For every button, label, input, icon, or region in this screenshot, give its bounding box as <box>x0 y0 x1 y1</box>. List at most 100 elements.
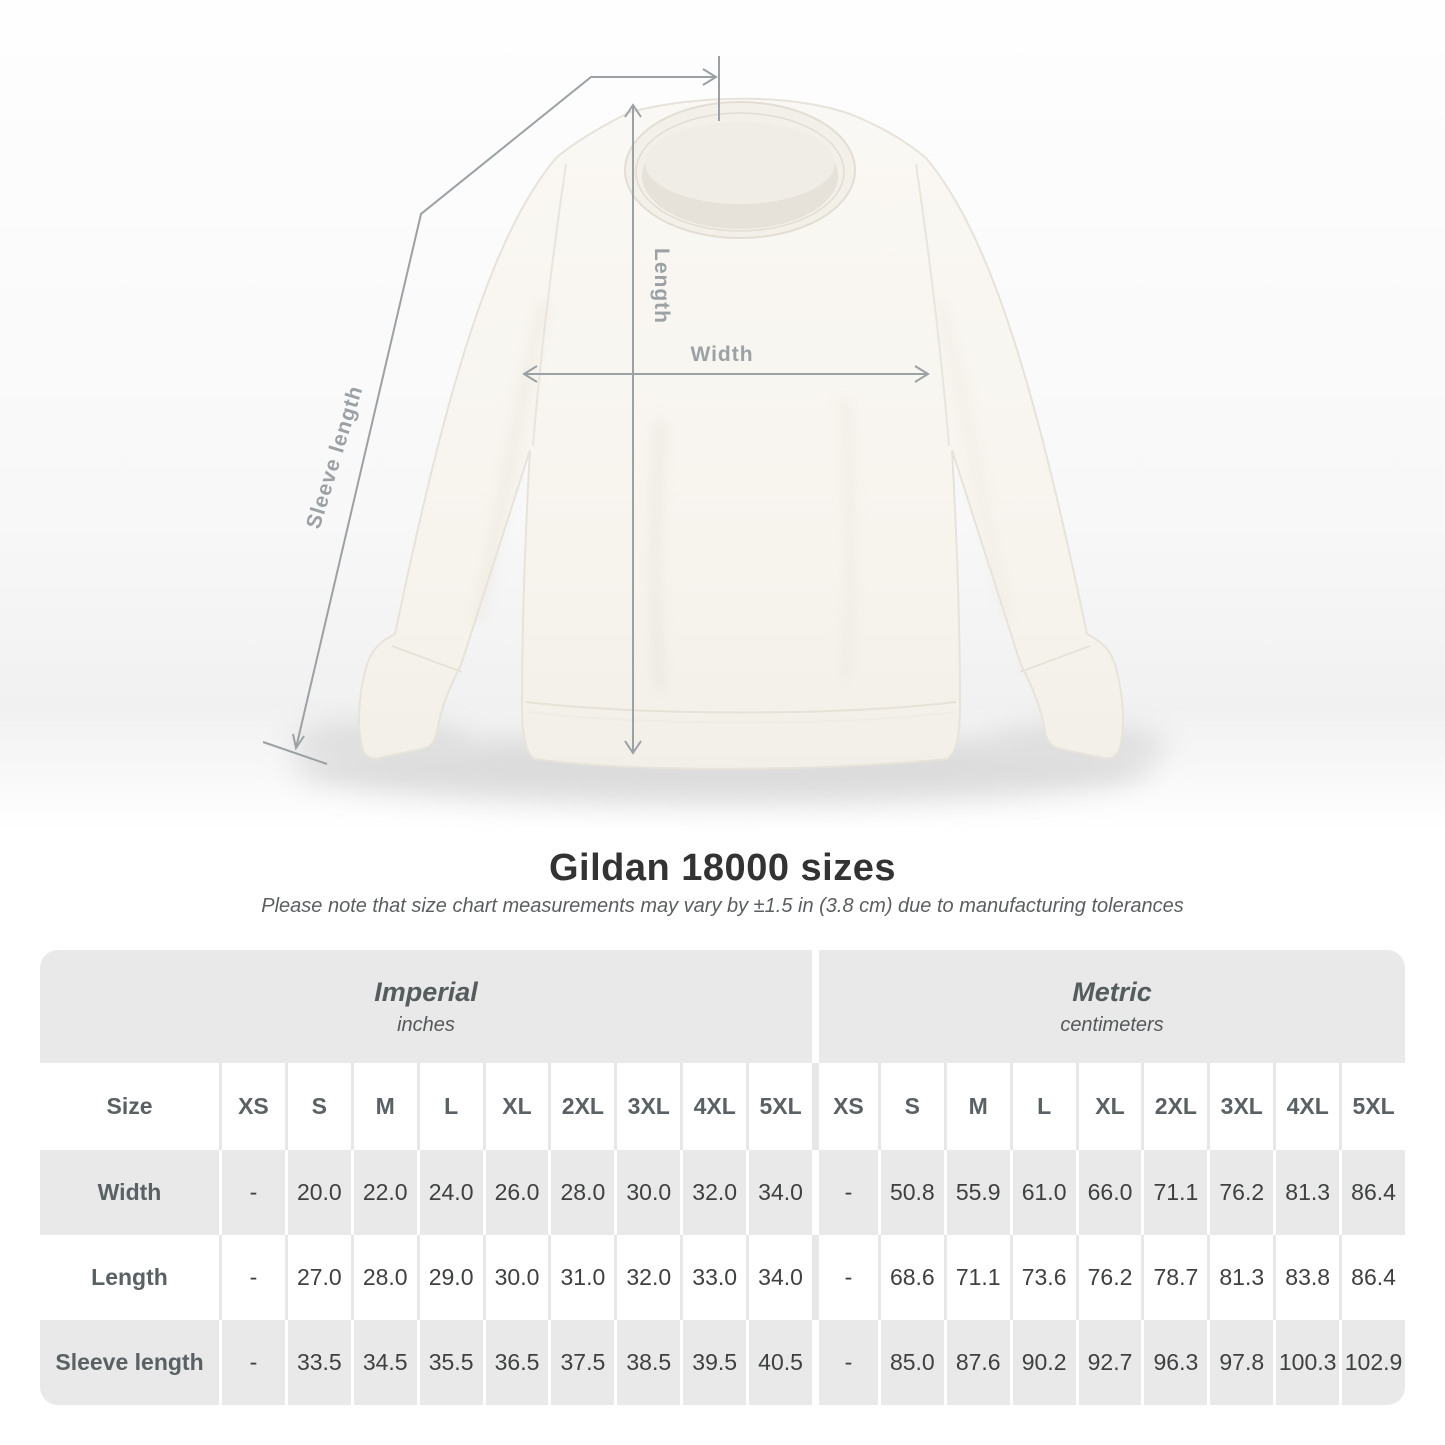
size-cell-imperial-4xl: 4XL <box>680 1063 746 1150</box>
value-cell: 73.6 <box>1009 1235 1076 1320</box>
value-cell: 24.0 <box>416 1150 483 1235</box>
value-cell: 78.7 <box>1141 1235 1207 1320</box>
size-cell-metric-3xl: 3XL <box>1207 1063 1273 1150</box>
size-table: Imperial inches Metric centimeters Size … <box>40 950 1405 1405</box>
value-cell: 32.0 <box>680 1150 746 1235</box>
size-cell-imperial-m: M <box>350 1063 417 1150</box>
value-cell: 26.0 <box>482 1150 549 1235</box>
size-cell-imperial-2xl: 2XL <box>548 1063 614 1150</box>
value-cell: - <box>219 1320 285 1405</box>
sweatshirt-illustration <box>357 97 1125 770</box>
imperial-sublabel: inches <box>397 1013 455 1036</box>
table-row-width: Width - 20.0 22.0 24.0 26.0 28.0 30.0 32… <box>40 1150 1405 1235</box>
metric-sublabel: centimeters <box>1060 1013 1164 1036</box>
size-cell-imperial-l: L <box>416 1063 483 1150</box>
value-cell: 35.5 <box>416 1320 483 1405</box>
size-cell-metric-xl: XL <box>1075 1063 1142 1150</box>
size-cell-imperial-5xl: 5XL <box>746 1063 812 1150</box>
value-cell: 34.5 <box>350 1320 417 1405</box>
size-cell-imperial-3xl: 3XL <box>614 1063 680 1150</box>
product-photo-area: Length Width Sleeve length <box>0 0 1445 832</box>
value-cell: 31.0 <box>548 1235 614 1320</box>
value-cell: 85.0 <box>877 1320 944 1405</box>
value-cell: 40.5 <box>746 1320 812 1405</box>
size-cell-metric-l: L <box>1009 1063 1076 1150</box>
size-cell-metric-4xl: 4XL <box>1273 1063 1339 1150</box>
value-cell: 86.4 <box>1339 1150 1405 1235</box>
value-cell: 71.1 <box>943 1235 1010 1320</box>
value-cell: 68.6 <box>877 1235 944 1320</box>
size-cell-metric-5xl: 5XL <box>1339 1063 1405 1150</box>
value-cell: 81.3 <box>1207 1235 1273 1320</box>
length-measure-arrow <box>624 103 642 755</box>
value-cell: 81.3 <box>1273 1150 1339 1235</box>
value-cell: 96.3 <box>1141 1320 1207 1405</box>
value-cell: 22.0 <box>350 1150 417 1235</box>
collar <box>624 101 856 239</box>
value-cell: 33.0 <box>680 1235 746 1320</box>
size-cell-metric-m: M <box>943 1063 1010 1150</box>
value-cell: 20.0 <box>284 1150 351 1235</box>
width-label: Width <box>690 343 753 366</box>
value-cell: 97.8 <box>1207 1320 1273 1405</box>
value-cell: 30.0 <box>482 1235 549 1320</box>
size-header-row: Size XS S M L XL 2XL 3XL 4XL 5XL XS S M … <box>40 1063 1405 1150</box>
metric-label: Metric <box>1072 976 1152 1007</box>
value-cell: 55.9 <box>943 1150 1010 1235</box>
length-label: Length <box>650 248 673 324</box>
sleeve-length-measure-arrow <box>262 56 720 765</box>
size-cell-metric-xs: XS <box>811 1063 878 1150</box>
unit-section-metric: Metric centimeters <box>812 950 1405 1063</box>
size-cell-imperial-xs: XS <box>219 1063 285 1150</box>
value-cell: 34.0 <box>746 1150 812 1235</box>
unit-section-imperial: Imperial inches <box>40 950 812 1063</box>
row-label: Width <box>97 1179 162 1205</box>
table-row-length: Length - 27.0 28.0 29.0 30.0 31.0 32.0 3… <box>40 1235 1405 1320</box>
size-cell-imperial-s: S <box>284 1063 351 1150</box>
value-cell: 27.0 <box>284 1235 351 1320</box>
measurement-annotations <box>262 56 930 765</box>
row-label: Sleeve length <box>55 1349 204 1375</box>
value-cell: 36.5 <box>482 1320 549 1405</box>
value-cell: 76.2 <box>1075 1235 1142 1320</box>
value-cell: 66.0 <box>1075 1150 1142 1235</box>
row-label: Length <box>91 1264 168 1290</box>
value-cell: 83.8 <box>1273 1235 1339 1320</box>
value-cell: - <box>219 1150 285 1235</box>
size-cell-metric-2xl: 2XL <box>1141 1063 1207 1150</box>
sweatshirt-diagram: Length Width Sleeve length <box>0 0 1445 832</box>
page-subtitle: Please note that size chart measurements… <box>261 895 1184 917</box>
imperial-label: Imperial <box>374 976 478 1007</box>
value-cell: 87.6 <box>943 1320 1010 1405</box>
page-title: Gildan 18000 sizes <box>549 847 896 889</box>
size-cell-imperial-xl: XL <box>482 1063 549 1150</box>
size-header-cell: Size <box>106 1093 153 1119</box>
value-cell: 61.0 <box>1009 1150 1076 1235</box>
value-cell: 90.2 <box>1009 1320 1076 1405</box>
value-cell: 76.2 <box>1207 1150 1273 1235</box>
value-cell: 71.1 <box>1141 1150 1207 1235</box>
value-cell: 50.8 <box>877 1150 944 1235</box>
size-cell-metric-s: S <box>877 1063 944 1150</box>
unit-header-row: Imperial inches Metric centimeters <box>40 950 1405 1063</box>
value-cell: 37.5 <box>548 1320 614 1405</box>
value-cell: 29.0 <box>416 1235 483 1320</box>
value-cell: 92.7 <box>1075 1320 1142 1405</box>
value-cell: 30.0 <box>614 1150 680 1235</box>
value-cell: 38.5 <box>614 1320 680 1405</box>
value-cell: - <box>811 1150 878 1235</box>
value-cell: - <box>811 1235 878 1320</box>
value-cell: 100.3 <box>1273 1320 1339 1405</box>
value-cell: 34.0 <box>746 1235 812 1320</box>
value-cell: - <box>219 1235 285 1320</box>
value-cell: 32.0 <box>614 1235 680 1320</box>
value-cell: 39.5 <box>680 1320 746 1405</box>
value-cell: 28.0 <box>548 1150 614 1235</box>
width-measure-arrow <box>522 365 930 383</box>
value-cell: 102.9 <box>1339 1320 1405 1405</box>
table-row-sleeve-length: Sleeve length - 33.5 34.5 35.5 36.5 37.5… <box>40 1320 1405 1405</box>
value-cell: 33.5 <box>284 1320 351 1405</box>
value-cell: - <box>811 1320 878 1405</box>
value-cell: 28.0 <box>350 1235 417 1320</box>
value-cell: 86.4 <box>1339 1235 1405 1320</box>
